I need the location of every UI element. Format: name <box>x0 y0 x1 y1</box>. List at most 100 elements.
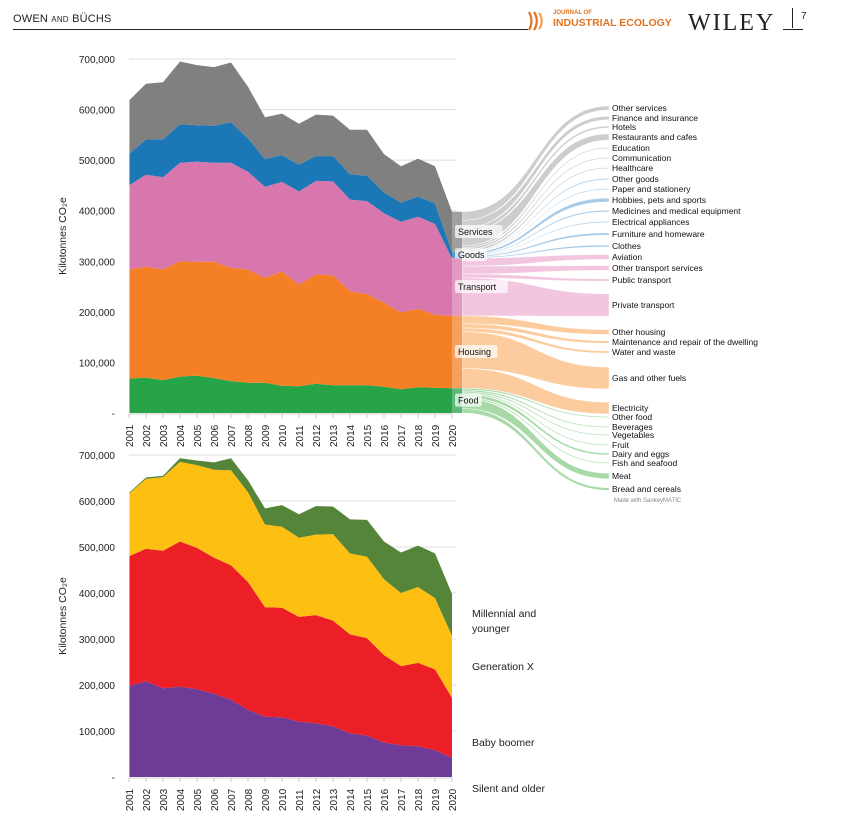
sankey-target-label: Furniture and homeware <box>612 229 705 239</box>
x-tick-label: 2004 <box>176 424 187 447</box>
x-tick-label: 2005 <box>193 424 204 447</box>
x-tick-label: 2006 <box>210 788 221 811</box>
y-axis-label: Kilotonnes CO₂e <box>57 577 69 655</box>
sankey-target-label: Public transport <box>612 275 672 285</box>
sankey-target-label: Maintenance and repair of the dwelling <box>612 337 758 347</box>
sankey-breakdown-2020: Other servicesFinance and insuranceHotel… <box>452 103 758 504</box>
x-tick-label: 2013 <box>329 788 340 811</box>
x-tick-label: 2009 <box>261 424 272 447</box>
x-tick-label: 2004 <box>176 788 187 811</box>
x-tick-label: 2008 <box>244 424 255 447</box>
sankey-target-label: Healthcare <box>612 163 653 173</box>
sankey-target-label: Hobbies, pets and sports <box>612 195 706 205</box>
sankey-target-label: Other housing <box>612 327 666 337</box>
x-tick-label: 2019 <box>431 424 442 447</box>
sankey-target-label: Water and waste <box>612 347 676 357</box>
sankey-node-label-food: Food <box>458 396 479 406</box>
area-edge <box>128 269 130 378</box>
x-tick-label: 2002 <box>142 788 153 811</box>
y-tick-label: 300,000 <box>79 635 116 646</box>
y-tick-label: 500,000 <box>79 543 116 554</box>
x-tick-label: 2010 <box>278 788 289 811</box>
area-edge <box>128 185 130 269</box>
x-tick-label: 2002 <box>142 424 153 447</box>
area-edge <box>128 686 130 777</box>
y-tick-label: 600,000 <box>79 497 116 508</box>
x-tick-label: 2007 <box>227 424 238 447</box>
x-tick-label: 2006 <box>210 424 221 447</box>
x-tick-label: 2003 <box>159 424 170 447</box>
sankey-target-label: Other services <box>612 103 667 113</box>
x-tick-label: 2017 <box>397 788 408 811</box>
x-tick-label: 2020 <box>448 424 459 447</box>
sankey-target-label: Other goods <box>612 174 659 184</box>
x-tick-label: 2015 <box>363 424 374 447</box>
legend-label-millennial-and-younger: younger <box>472 623 510 635</box>
sankey-flow-other-transport-services <box>462 266 609 274</box>
y-tick-label: - <box>112 773 115 784</box>
x-tick-label: 2014 <box>346 788 357 811</box>
area-edge <box>128 154 130 185</box>
area-edge <box>128 493 130 494</box>
sankey-target-label: Restaurants and cafes <box>612 132 697 142</box>
y-tick-label: 400,000 <box>79 207 116 218</box>
sankey-node-label-transport: Transport <box>458 282 497 292</box>
sankey-flow-bread-and-cereals <box>462 409 609 491</box>
sankey-target-label: Vegetables <box>612 430 654 440</box>
legend-label-baby-boomer: Baby boomer <box>472 737 535 749</box>
sankey-node-label-housing: Housing <box>458 347 491 357</box>
sankey-node-label-goods: Goods <box>458 250 485 260</box>
x-tick-label: 2001 <box>125 788 136 811</box>
sankey-target-label: Hotels <box>612 122 636 132</box>
x-tick-label: 2012 <box>312 424 323 447</box>
area-edge <box>128 494 130 557</box>
x-tick-label: 2009 <box>261 788 272 811</box>
bottom-chart-by-generation: -100,000200,000300,000400,000500,000600,… <box>57 451 545 811</box>
sankey-target-label: Clothes <box>612 241 641 251</box>
x-tick-label: 2014 <box>346 424 357 447</box>
y-tick-label: 700,000 <box>79 55 116 66</box>
y-tick-label: 200,000 <box>79 681 116 692</box>
x-tick-label: 2017 <box>397 424 408 447</box>
area-edge <box>128 379 130 413</box>
x-tick-label: 2012 <box>312 788 323 811</box>
y-tick-label: 700,000 <box>79 451 116 462</box>
y-axis-label: Kilotonnes CO₂e <box>57 197 69 275</box>
x-tick-label: 2013 <box>329 424 340 447</box>
y-tick-label: 200,000 <box>79 308 116 319</box>
sankey-target-label: Other transport services <box>612 263 703 273</box>
sankey-target-label: Communication <box>612 153 671 163</box>
x-tick-label: 2001 <box>125 424 136 447</box>
x-tick-label: 2016 <box>380 788 391 811</box>
sankey-credit: Made with SankeyMATIC <box>614 498 682 504</box>
legend-label-silent-and-older: Silent and older <box>472 783 545 795</box>
sankey-target-label: Bread and cereals <box>612 484 681 494</box>
top-chart-by-category: -100,000200,000300,000400,000500,000600,… <box>57 55 459 447</box>
x-tick-label: 2011 <box>295 789 306 811</box>
y-tick-label: - <box>112 409 115 420</box>
sankey-target-label: Medicines and medical equipment <box>612 206 741 216</box>
sankey-target-label: Fish and seafood <box>612 458 677 468</box>
sankey-target-label: Other food <box>612 412 652 422</box>
legend-label-millennial-and-younger: Millennial and <box>472 608 536 620</box>
area-edge <box>128 556 130 686</box>
sankey-target-label: Electrical appliances <box>612 217 689 227</box>
y-tick-label: 100,000 <box>79 358 116 369</box>
x-tick-label: 2018 <box>414 788 425 811</box>
x-tick-label: 2015 <box>363 788 374 811</box>
sankey-target-label: Aviation <box>612 252 642 262</box>
sankey-node-label-services: Services <box>458 227 493 237</box>
sankey-target-label: Private transport <box>612 300 675 310</box>
area-edge <box>128 100 130 154</box>
x-tick-label: 2011 <box>295 425 306 447</box>
x-tick-label: 2003 <box>159 788 170 811</box>
y-tick-label: 300,000 <box>79 257 116 268</box>
x-tick-label: 2016 <box>380 424 391 447</box>
x-tick-label: 2018 <box>414 424 425 447</box>
y-tick-label: 100,000 <box>79 727 116 738</box>
y-tick-label: 500,000 <box>79 156 116 167</box>
sankey-target-label: Paper and stationery <box>612 184 691 194</box>
x-tick-label: 2010 <box>278 424 289 447</box>
figure-canvas: - 100,000 200,000 300,000 400,000 500,000 600,… <box>0 0 853 814</box>
x-tick-label: 2020 <box>448 788 459 811</box>
